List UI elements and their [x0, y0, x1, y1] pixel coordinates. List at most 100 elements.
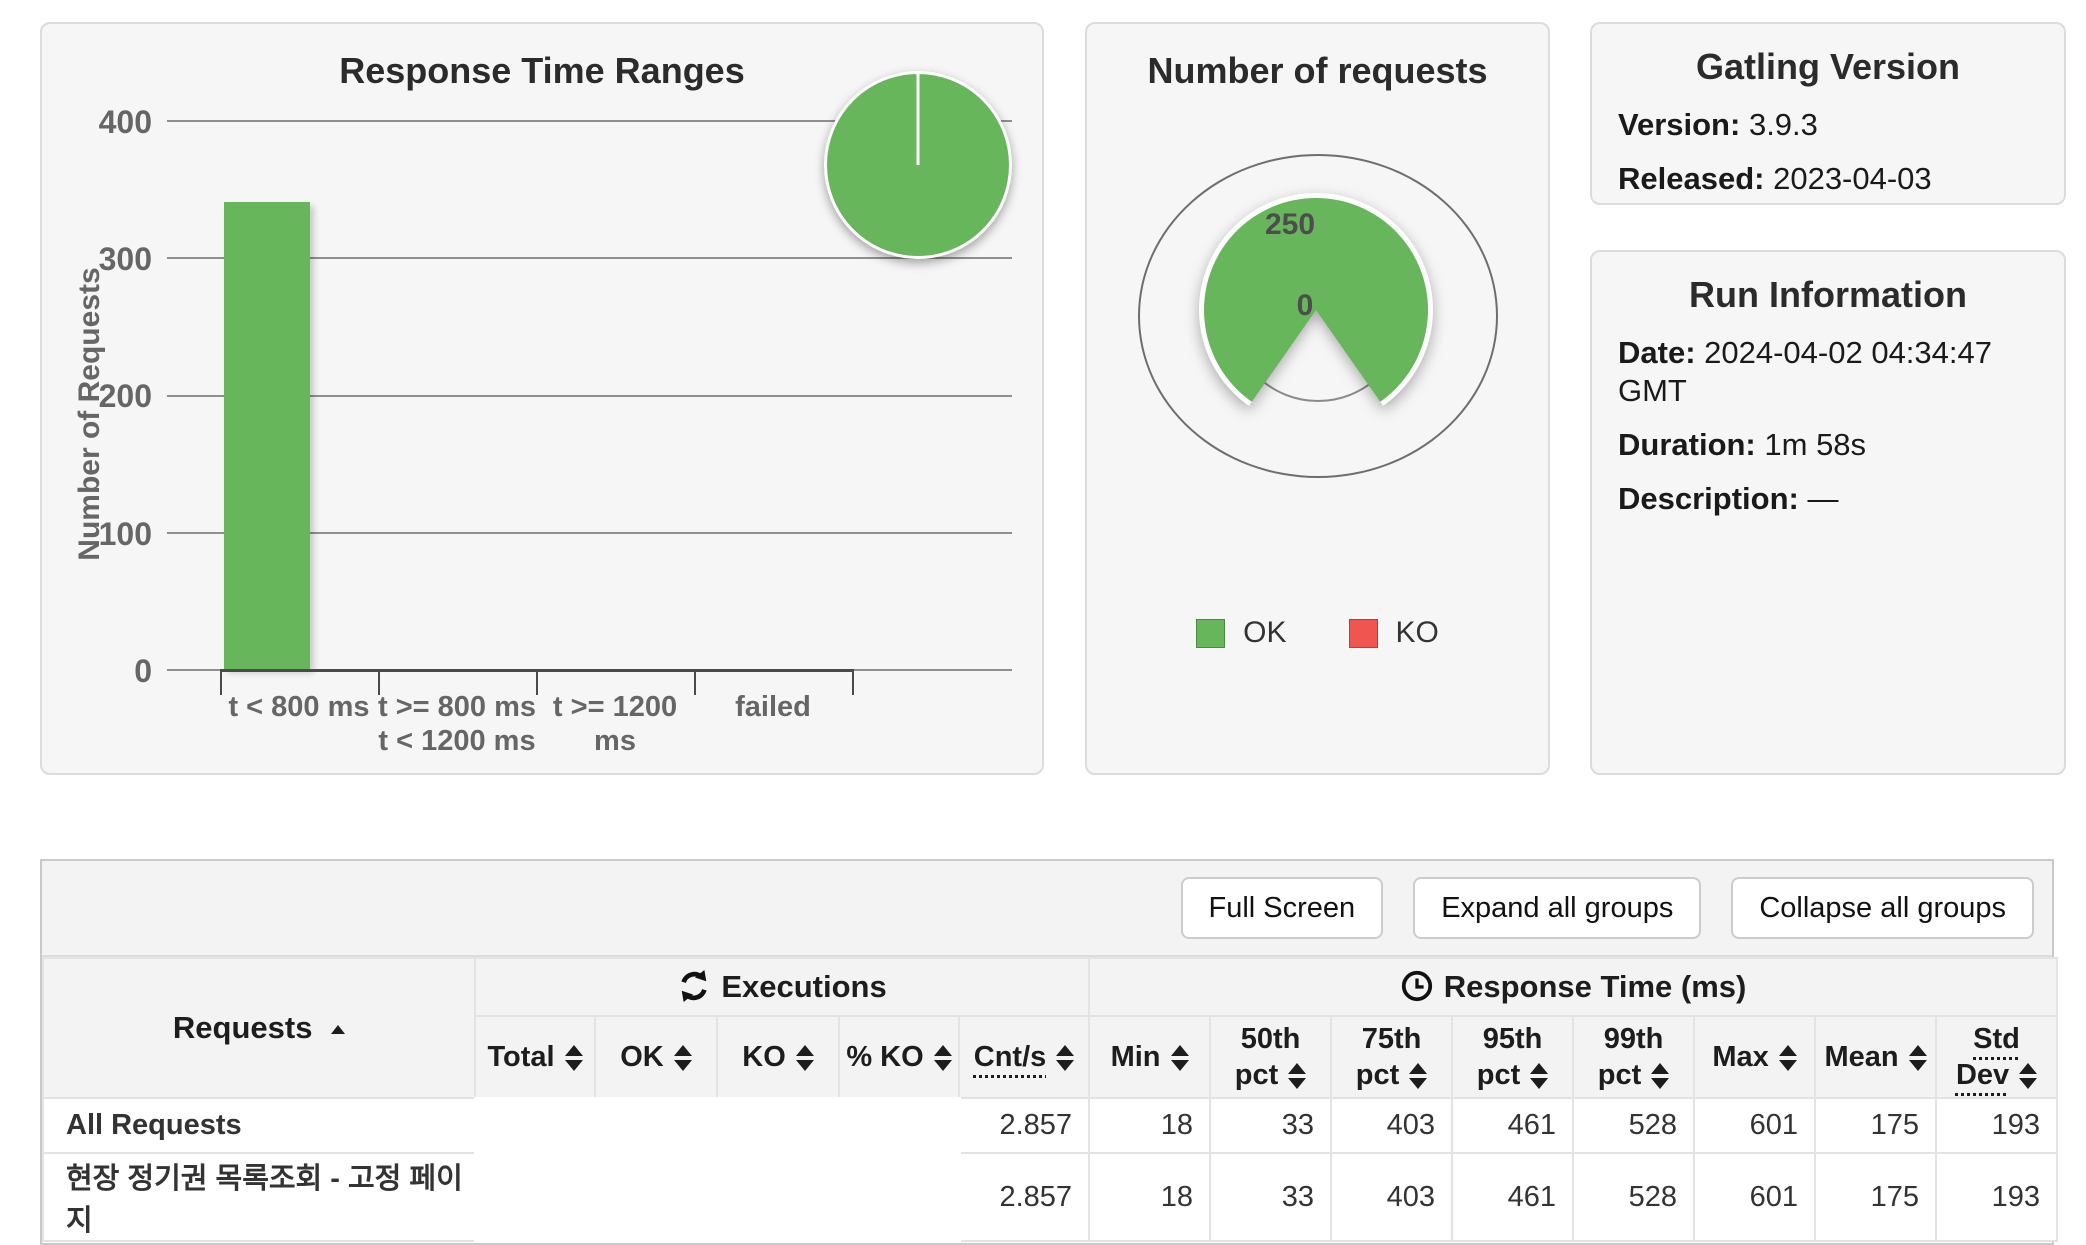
y-tick-200: 200	[98, 378, 152, 414]
top-row: Response Time Ranges Number of Requests …	[0, 22, 2086, 817]
p99-header-label: 99th pct	[1597, 1023, 1664, 1091]
max-column-header[interactable]: Max	[1693, 1015, 1817, 1099]
y-tick-100: 100	[98, 516, 152, 552]
sort-icon	[1288, 1063, 1307, 1090]
gauge-tick-label-0: 0	[1296, 289, 1314, 322]
ko-header-label: KO	[742, 1040, 786, 1073]
sort-icon	[795, 1045, 814, 1072]
total-column-header[interactable]: Total	[474, 1015, 596, 1099]
mean-cell: 175	[1814, 1097, 1938, 1154]
p75-cell: 403	[1330, 1152, 1454, 1242]
legend-item-ok: OK	[1196, 616, 1287, 650]
sub-header-row: Total OK KO % KO Cnt/s Min 50th	[43, 1015, 2059, 1099]
duration-line: Duration: 1m 58s	[1618, 426, 2038, 464]
ok-column-header[interactable]: OK	[594, 1015, 718, 1099]
total-cell: 340	[473, 1151, 597, 1243]
response-time-group-header: Response Time (ms)	[1088, 957, 2059, 1017]
p99-cell: 528	[1572, 1097, 1696, 1154]
gatling-version-title: Gatling Version	[1695, 46, 1961, 87]
cnts-cell: 2.857	[957, 1097, 1091, 1154]
response-time-header-label: Response Time (ms)	[1443, 969, 1747, 1004]
clock-icon	[1401, 970, 1432, 1002]
ok-header-label: OK	[620, 1040, 664, 1073]
p50-column-header[interactable]: 50th pct	[1209, 1015, 1333, 1099]
min-cell: 18	[1088, 1097, 1212, 1154]
p50-header-label: 50th pct	[1234, 1023, 1301, 1091]
max-header-label: Max	[1712, 1041, 1769, 1073]
bar-t-less-800ms	[224, 202, 310, 669]
p95-column-header[interactable]: 95th pct	[1451, 1015, 1575, 1099]
legend-item-ko: KO	[1348, 616, 1439, 650]
gridline-300	[167, 257, 1012, 259]
p75-header-label: 75th pct	[1355, 1023, 1422, 1091]
pct-ko-header-label: % KO	[846, 1040, 924, 1073]
cnts-column-header[interactable]: Cnt/s	[957, 1015, 1091, 1099]
y-tick-0: 0	[134, 653, 152, 689]
y-tick-300: 300	[98, 241, 152, 277]
mean-cell: 175	[1814, 1152, 1938, 1242]
duration-label: Duration:	[1618, 427, 1756, 462]
min-column-header[interactable]: Min	[1088, 1015, 1212, 1099]
sort-asc-icon	[331, 1025, 346, 1035]
ko-legend-label: KO	[1395, 616, 1439, 649]
sort-icon	[1908, 1045, 1927, 1072]
sort-icon	[564, 1045, 583, 1072]
executions-icon	[681, 969, 707, 1003]
max-cell: 601	[1693, 1152, 1817, 1242]
expand-all-groups-button[interactable]: Expand all groups	[1413, 877, 1702, 939]
released-value: 2023-04-03	[1773, 161, 1932, 196]
sort-icon	[673, 1045, 692, 1072]
pie-slice-boundary	[916, 74, 920, 165]
full-screen-button[interactable]: Full Screen	[1180, 877, 1384, 939]
description-label: Description:	[1618, 481, 1799, 516]
table-toolbar: Full Screen Expand all groups Collapse a…	[42, 861, 2052, 957]
stddev-column-header[interactable]: Std Dev	[1935, 1015, 2059, 1099]
cnts-header-label: Cnt/s	[973, 1041, 1047, 1073]
stddev-cell: 193	[1935, 1152, 2059, 1242]
ko-column-header[interactable]: KO	[716, 1015, 840, 1099]
p99-cell: 528	[1572, 1152, 1696, 1242]
stddev-cell: 193	[1935, 1097, 2059, 1154]
requests-column-header[interactable]: Requests	[42, 957, 476, 1099]
sort-icon	[933, 1045, 952, 1072]
version-label: Version:	[1618, 107, 1741, 142]
mean-column-header[interactable]: Mean	[1814, 1015, 1938, 1099]
group-header-row: Requests Executions Response Time	[42, 957, 2059, 1099]
total-cell: 340	[473, 1096, 597, 1155]
pct-ko-cell: 0%	[837, 1096, 961, 1155]
table-row-all-requests: All Requests 340 340 0 0% 2.857 18 33 40…	[42, 1096, 2059, 1155]
x-label-line: t >= 1200	[552, 691, 678, 723]
cnts-cell: 2.857	[957, 1152, 1091, 1242]
max-cell: 601	[1693, 1097, 1817, 1154]
pct-ko-column-header[interactable]: % KO	[838, 1015, 960, 1099]
p95-cell: 461	[1451, 1097, 1575, 1154]
executions-header-label: Executions	[721, 969, 887, 1004]
x-label-cat1: t < 800 ms	[220, 690, 378, 724]
x-label-line: t < 800 ms	[228, 691, 370, 723]
date-label: Date:	[1618, 335, 1696, 370]
ok-cell: 340	[593, 1096, 719, 1155]
sort-icon	[1409, 1063, 1428, 1090]
x-label-line: ms	[594, 725, 636, 757]
p75-column-header[interactable]: 75th pct	[1330, 1015, 1454, 1099]
table-row-request-1: 현장 정기권 목록조회 - 고정 페이지 340 340 0 0% 2.857 …	[42, 1151, 2059, 1243]
x-label-line: t < 1200 ms	[378, 725, 536, 757]
ok-swatch-icon	[1196, 618, 1226, 648]
x-axis-tick	[220, 669, 222, 695]
run-information-title: Run Information	[1689, 274, 1967, 315]
collapse-all-groups-button[interactable]: Collapse all groups	[1731, 877, 2034, 939]
p99-column-header[interactable]: 99th pct	[1572, 1015, 1696, 1099]
requests-legend: OK KO	[1087, 616, 1548, 650]
min-cell: 18	[1088, 1152, 1212, 1242]
response-time-ranges-title: Response Time Ranges	[339, 50, 745, 91]
sort-icon	[1056, 1045, 1075, 1072]
gridline-100	[167, 532, 1012, 534]
gridline-400	[167, 120, 1012, 122]
version-line: Version: 3.9.3	[1618, 106, 2038, 144]
gauge-tick-label-250: 250	[1264, 208, 1316, 241]
version-value: 3.9.3	[1748, 107, 1818, 142]
total-header-label: Total	[487, 1040, 555, 1073]
x-axis-tick	[378, 669, 380, 695]
request-name-cell: All Requests	[42, 1097, 476, 1154]
p95-header-label: 95th pct	[1476, 1023, 1543, 1091]
